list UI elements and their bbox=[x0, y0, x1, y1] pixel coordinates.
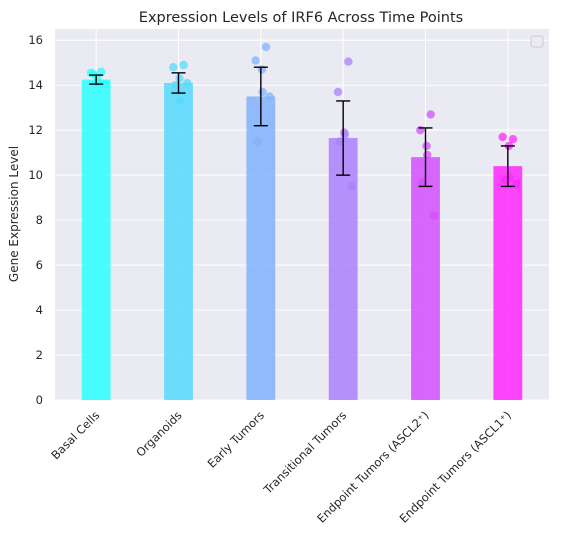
bar bbox=[164, 82, 193, 401]
data-points bbox=[86, 42, 521, 220]
data-point bbox=[347, 182, 357, 191]
data-point bbox=[258, 87, 267, 97]
data-point bbox=[176, 96, 185, 106]
bar bbox=[493, 166, 523, 400]
x-tick-label: Transitional Tumors bbox=[260, 408, 349, 497]
data-point bbox=[253, 137, 262, 146]
data-point bbox=[171, 81, 180, 90]
data-point bbox=[88, 69, 98, 79]
bar bbox=[328, 138, 358, 400]
x-tick-label: Early Tumors bbox=[205, 408, 267, 470]
data-point bbox=[423, 150, 432, 160]
y-tick-label: 14 bbox=[28, 78, 43, 92]
bar bbox=[246, 96, 276, 401]
y-tick-label: 2 bbox=[36, 348, 43, 362]
data-point bbox=[182, 78, 192, 88]
data-point bbox=[418, 177, 427, 187]
bar bbox=[81, 79, 111, 400]
data-point bbox=[344, 57, 353, 66]
data-point bbox=[426, 110, 435, 119]
bars bbox=[81, 79, 523, 401]
x-tick-label: Organoids bbox=[133, 408, 184, 459]
data-point bbox=[500, 175, 509, 184]
x-tick-label: Basal Cells bbox=[48, 408, 102, 462]
data-point bbox=[265, 92, 274, 101]
data-point bbox=[175, 74, 184, 83]
y-tick-label: 12 bbox=[28, 123, 43, 137]
data-point bbox=[340, 130, 350, 139]
data-point bbox=[179, 60, 188, 70]
y-tick-label: 4 bbox=[36, 303, 43, 317]
data-point bbox=[251, 56, 260, 65]
data-point bbox=[335, 137, 345, 146]
y-tick-label: 10 bbox=[28, 168, 43, 182]
data-point bbox=[422, 141, 431, 151]
legend-box bbox=[530, 35, 544, 48]
data-point bbox=[429, 211, 439, 220]
y-axis-label: Gene Expression Level bbox=[7, 146, 21, 282]
bar bbox=[411, 157, 440, 400]
y-tick-label: 6 bbox=[36, 258, 43, 272]
data-point bbox=[333, 87, 343, 97]
chart-title: Expression Levels of IRF6 Across Time Po… bbox=[139, 10, 463, 26]
plot-area bbox=[55, 29, 549, 400]
data-point bbox=[261, 42, 271, 52]
data-point bbox=[508, 134, 518, 144]
data-point bbox=[498, 132, 507, 142]
data-point bbox=[100, 79, 110, 89]
y-tick-label: 16 bbox=[28, 33, 43, 47]
y-tick-label: 0 bbox=[36, 393, 43, 407]
data-point bbox=[169, 63, 178, 72]
y-tick-label: 8 bbox=[36, 213, 43, 227]
error-bars bbox=[89, 66, 515, 188]
